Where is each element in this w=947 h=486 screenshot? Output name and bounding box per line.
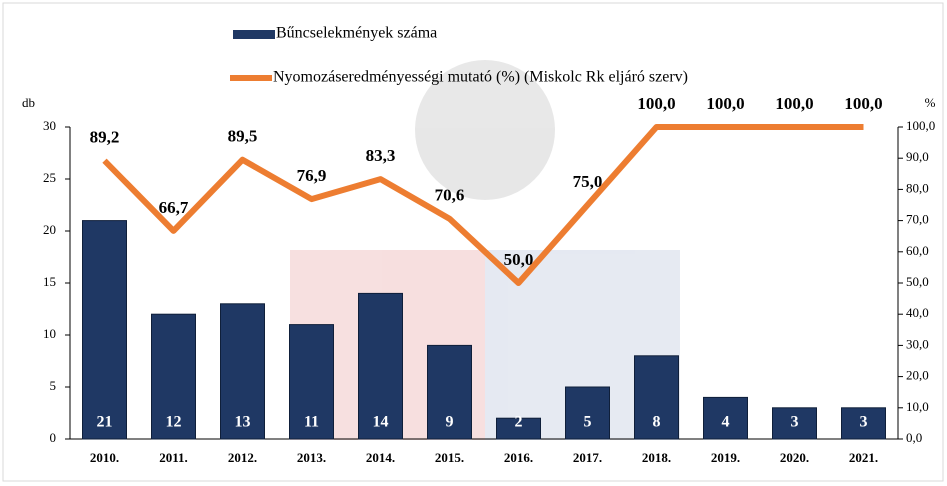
x-tick-label: 2010. (90, 450, 119, 465)
y2-tick-label: 60,0 (906, 243, 929, 258)
line-value-label: 89,2 (90, 128, 120, 147)
x-tick-label: 2017. (573, 450, 602, 465)
line-value-label: 75,0 (573, 172, 603, 191)
y-tick-label: 25 (43, 170, 56, 185)
y-tick-label: 5 (50, 378, 57, 393)
legend-label: Nyomozáseredményességi mutató (%) (Misko… (273, 69, 688, 86)
x-tick-label: 2012. (228, 450, 257, 465)
bar-value-label: 3 (791, 414, 799, 431)
line-value-label: 89,5 (228, 127, 258, 146)
line-value-label: 66,7 (159, 198, 189, 217)
x-tick-label: 2015. (435, 450, 464, 465)
bar-value-label: 14 (373, 414, 389, 431)
x-tick-label: 2011. (159, 450, 188, 465)
bar-value-label: 4 (722, 414, 730, 431)
bar-value-label: 2 (515, 414, 523, 431)
y2-tick-label: 80,0 (906, 180, 929, 195)
line-value-label: 76,9 (297, 166, 327, 185)
bar-value-label: 11 (304, 414, 319, 431)
y-axis-label: db (22, 95, 35, 110)
x-tick-label: 2019. (711, 450, 740, 465)
y-tick-label: 15 (43, 274, 56, 289)
line-value-label: 100,0 (637, 94, 675, 113)
x-tick-label: 2014. (366, 450, 395, 465)
line-value-label: 83,3 (366, 146, 396, 165)
y-tick-label: 30 (43, 118, 56, 133)
y-tick-label: 0 (50, 430, 57, 445)
bar-value-label: 13 (235, 414, 251, 431)
bar-value-label: 12 (166, 414, 182, 431)
y2-tick-label: 100,0 (906, 118, 935, 133)
y2-axis-label: % (925, 95, 936, 110)
legend-swatch (233, 30, 275, 39)
y2-tick-label: 70,0 (906, 212, 929, 227)
y2-tick-label: 30,0 (906, 336, 929, 351)
y2-tick-label: 0,0 (906, 430, 922, 445)
bar-value-label: 9 (446, 414, 454, 431)
y2-tick-label: 40,0 (906, 305, 929, 320)
bar-value-label: 21 (97, 414, 113, 431)
x-tick-label: 2018. (642, 450, 671, 465)
line-value-label: 100,0 (706, 94, 744, 113)
x-tick-label: 2020. (780, 450, 809, 465)
line-value-label: 100,0 (844, 94, 882, 113)
y-tick-label: 20 (43, 222, 56, 237)
line-value-label: 100,0 (775, 94, 813, 113)
bar-value-label: 8 (653, 414, 661, 431)
y2-tick-label: 50,0 (906, 274, 929, 289)
x-tick-label: 2016. (504, 450, 533, 465)
chart: db % 0510152025300,010,020,030,040,050,0… (0, 0, 947, 486)
y2-tick-label: 90,0 (906, 149, 929, 164)
y-tick-label: 10 (43, 326, 56, 341)
legend-label: Bűncselekmények száma (276, 25, 437, 42)
y2-tick-label: 10,0 (906, 399, 929, 414)
x-tick-label: 2021. (849, 450, 878, 465)
bar (83, 221, 127, 439)
line-value-label: 70,6 (435, 186, 465, 205)
bar-value-label: 5 (584, 414, 592, 431)
bar-value-label: 3 (860, 414, 868, 431)
y2-tick-label: 20,0 (906, 368, 929, 383)
line-value-label: 50,0 (504, 250, 534, 269)
x-tick-label: 2013. (297, 450, 326, 465)
